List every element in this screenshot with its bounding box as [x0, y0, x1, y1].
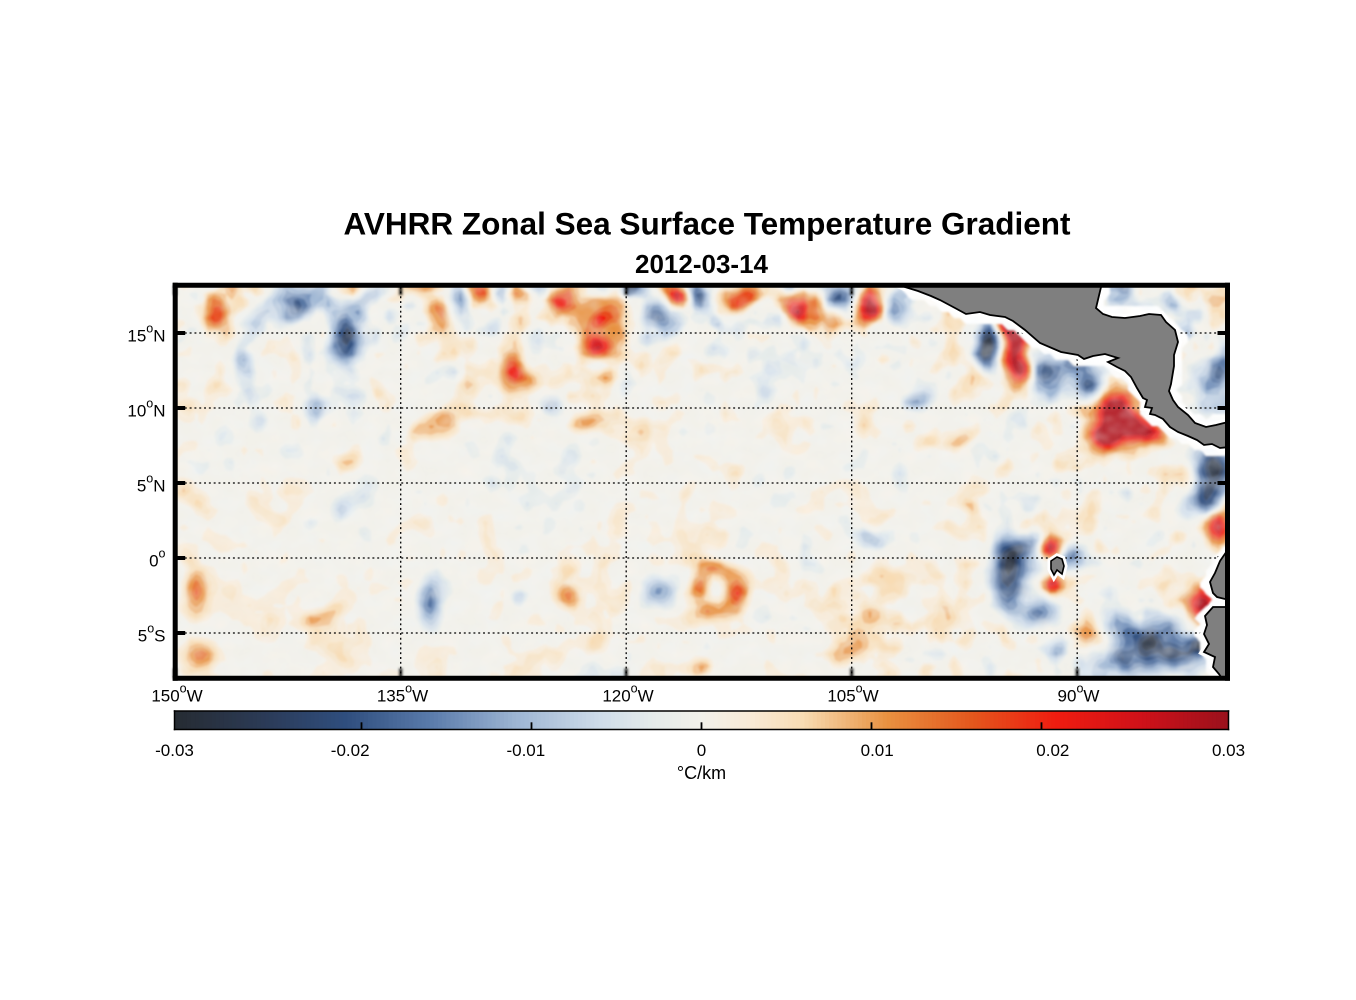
svg-text:N: N [153, 402, 165, 421]
svg-text:-0.02: -0.02 [331, 741, 370, 760]
svg-text:90: 90 [1058, 687, 1077, 706]
svg-text:AVHRR Zonal Sea Surface Temper: AVHRR Zonal Sea Surface Temperature Grad… [343, 206, 1071, 242]
svg-text:10: 10 [127, 402, 146, 421]
svg-text:0: 0 [697, 741, 706, 760]
svg-text:0.03: 0.03 [1212, 741, 1245, 760]
svg-text:5: 5 [137, 477, 146, 496]
svg-text:o: o [180, 682, 187, 696]
svg-text:o: o [146, 472, 153, 486]
svg-text:N: N [153, 327, 165, 346]
svg-text:W: W [412, 687, 428, 706]
svg-text:120: 120 [602, 687, 630, 706]
svg-text:105: 105 [827, 687, 855, 706]
svg-text:-0.03: -0.03 [155, 741, 194, 760]
svg-text:15: 15 [127, 327, 146, 346]
svg-text:2012-03-14: 2012-03-14 [635, 249, 769, 279]
svg-text:-0.01: -0.01 [506, 741, 545, 760]
svg-text:o: o [147, 622, 154, 636]
svg-text:W: W [187, 687, 203, 706]
svg-text:o: o [146, 322, 153, 336]
svg-text:N: N [153, 477, 165, 496]
svg-text:o: o [159, 547, 166, 561]
svg-text:135: 135 [377, 687, 405, 706]
svg-text:o: o [1076, 682, 1083, 696]
svg-text:5: 5 [138, 627, 147, 646]
svg-text:W: W [863, 687, 879, 706]
svg-text:o: o [146, 397, 153, 411]
svg-text:0.02: 0.02 [1036, 741, 1069, 760]
svg-text:0.01: 0.01 [861, 741, 894, 760]
svg-text:0: 0 [149, 552, 158, 571]
svg-text:150: 150 [151, 687, 179, 706]
svg-text:W: W [638, 687, 654, 706]
svg-text:°C/km: °C/km [677, 763, 726, 783]
svg-text:o: o [631, 682, 638, 696]
svg-text:W: W [1083, 687, 1099, 706]
svg-text:S: S [154, 627, 165, 646]
svg-text:o: o [856, 682, 863, 696]
svg-text:o: o [405, 682, 412, 696]
